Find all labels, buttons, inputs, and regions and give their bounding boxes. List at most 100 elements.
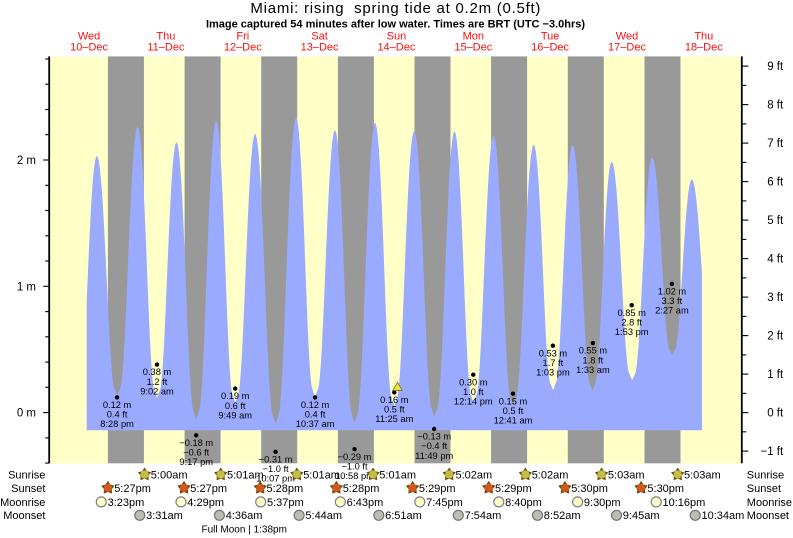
svg-text:4:29pm: 4:29pm [187, 497, 224, 509]
svg-text:5:03am: 5:03am [684, 469, 721, 481]
svg-text:5:01am: 5:01am [303, 469, 340, 481]
svg-text:Miami: rising spring tide at: Miami: rising spring tide at 0.2m (0.5ft… [250, 0, 541, 17]
svg-text:17–Dec: 17–Dec [608, 42, 646, 54]
svg-text:0.5 ft: 0.5 ft [503, 406, 524, 416]
svg-text:9:17 pm: 9:17 pm [179, 457, 213, 467]
svg-text:1 ft: 1 ft [767, 369, 784, 381]
svg-text:18–Dec: 18–Dec [685, 42, 723, 54]
svg-text:Wed: Wed [78, 30, 100, 42]
svg-text:8:40pm: 8:40pm [505, 497, 542, 509]
svg-text:6 ft: 6 ft [767, 177, 784, 189]
svg-text:5:29pm: 5:29pm [419, 483, 456, 495]
svg-text:13–Dec: 13–Dec [301, 42, 339, 54]
svg-text:12:41 am: 12:41 am [494, 416, 533, 426]
svg-text:0.38 m: 0.38 m [143, 367, 172, 377]
svg-text:10:07 pm: 10:07 pm [256, 474, 295, 484]
svg-text:8 ft: 8 ft [767, 100, 784, 112]
svg-text:9:45am: 9:45am [623, 510, 660, 522]
svg-text:Moonset: Moonset [747, 510, 789, 522]
svg-text:5:02am: 5:02am [532, 469, 569, 481]
svg-text:7 ft: 7 ft [767, 138, 784, 150]
svg-text:10:34am: 10:34am [702, 510, 745, 522]
svg-text:12–Dec: 12–Dec [224, 42, 262, 54]
svg-text:−0.13 m: −0.13 m [417, 432, 451, 442]
svg-text:5:37pm: 5:37pm [267, 497, 304, 509]
svg-text:3:31am: 3:31am [146, 510, 183, 522]
svg-text:3.3 ft: 3.3 ft [662, 296, 683, 306]
svg-text:0.4 ft: 0.4 ft [107, 410, 128, 420]
svg-text:5:00am: 5:00am [151, 469, 188, 481]
svg-text:10:58 pm: 10:58 pm [335, 471, 374, 481]
svg-text:Mon: Mon [463, 30, 484, 42]
svg-text:3:23pm: 3:23pm [108, 497, 145, 509]
svg-text:0.85 m: 0.85 m [617, 308, 646, 318]
svg-text:−1.0 ft: −1.0 ft [341, 461, 368, 471]
svg-text:8:52am: 8:52am [544, 510, 581, 522]
svg-text:2 ft: 2 ft [767, 331, 784, 343]
svg-text:9:30pm: 9:30pm [584, 497, 621, 509]
svg-text:5 ft: 5 ft [767, 215, 784, 227]
svg-text:Thu: Thu [156, 30, 175, 42]
svg-text:Sunrise: Sunrise [8, 469, 45, 481]
svg-text:1.7 ft: 1.7 ft [543, 358, 564, 368]
svg-text:5:27pm: 5:27pm [114, 483, 151, 495]
svg-text:−1.0 ft: −1.0 ft [263, 464, 290, 474]
svg-text:−0.4 ft: −0.4 ft [421, 441, 448, 451]
svg-text:5:29pm: 5:29pm [495, 483, 532, 495]
svg-text:1.0 ft: 1.0 ft [463, 387, 484, 397]
svg-text:0.15 m: 0.15 m [499, 396, 528, 406]
svg-text:−0.6 ft: −0.6 ft [183, 448, 210, 458]
svg-text:9:02 am: 9:02 am [140, 386, 174, 396]
svg-text:−1 ft: −1 ft [760, 446, 784, 458]
svg-text:5:03am: 5:03am [608, 469, 645, 481]
svg-text:0.5 ft: 0.5 ft [384, 405, 405, 415]
svg-text:Full Moon | 1:38pm: Full Moon | 1:38pm [201, 525, 286, 536]
svg-text:5:27pm: 5:27pm [190, 483, 227, 495]
svg-text:0.55 m: 0.55 m [579, 346, 608, 356]
svg-text:Wed: Wed [616, 30, 638, 42]
svg-text:10:37 am: 10:37 am [296, 419, 335, 429]
svg-text:0 ft: 0 ft [767, 408, 784, 420]
svg-text:10:16pm: 10:16pm [663, 497, 706, 509]
svg-text:12:14 pm: 12:14 pm [454, 397, 493, 407]
svg-text:Moonset: Moonset [3, 510, 45, 522]
svg-text:0.6 ft: 0.6 ft [225, 401, 246, 411]
svg-text:2 m: 2 m [17, 155, 36, 167]
svg-text:1:33 am: 1:33 am [576, 365, 610, 375]
svg-text:14–Dec: 14–Dec [377, 42, 415, 54]
svg-text:1.02 m: 1.02 m [658, 286, 687, 296]
svg-text:11:49 pm: 11:49 pm [415, 451, 453, 461]
svg-text:15–Dec: 15–Dec [454, 42, 492, 54]
svg-text:0.30 m: 0.30 m [459, 377, 488, 387]
svg-text:−0.18 m: −0.18 m [179, 438, 213, 448]
svg-text:16–Dec: 16–Dec [531, 42, 569, 54]
svg-text:5:01am: 5:01am [379, 469, 416, 481]
svg-text:Fri: Fri [236, 30, 249, 42]
svg-text:0.12 m: 0.12 m [301, 400, 330, 410]
svg-text:10–Dec: 10–Dec [70, 42, 108, 54]
svg-text:5:44am: 5:44am [305, 510, 342, 522]
svg-text:5:28pm: 5:28pm [343, 483, 380, 495]
svg-text:5:02am: 5:02am [456, 469, 493, 481]
svg-text:0.53 m: 0.53 m [539, 348, 568, 358]
svg-text:5:28pm: 5:28pm [267, 483, 304, 495]
svg-text:Sunset: Sunset [11, 483, 45, 495]
svg-text:1:03 pm: 1:03 pm [536, 368, 570, 378]
svg-text:1.2 ft: 1.2 ft [147, 377, 168, 387]
svg-text:Tue: Tue [541, 30, 560, 42]
svg-text:0.12 m: 0.12 m [103, 400, 132, 410]
svg-text:7:45pm: 7:45pm [426, 497, 463, 509]
svg-text:Sunrise: Sunrise [747, 469, 784, 481]
svg-text:6:51am: 6:51am [385, 510, 422, 522]
svg-text:6:43pm: 6:43pm [347, 497, 384, 509]
svg-text:Thu: Thu [694, 30, 713, 42]
svg-text:0 m: 0 m [17, 408, 36, 420]
svg-text:2:27 am: 2:27 am [655, 306, 689, 316]
svg-text:−0.31 m: −0.31 m [259, 454, 293, 464]
svg-text:3 ft: 3 ft [767, 292, 784, 304]
svg-text:11–Dec: 11–Dec [147, 42, 185, 54]
svg-text:4 ft: 4 ft [767, 254, 784, 266]
svg-text:4:36am: 4:36am [226, 510, 263, 522]
svg-text:−0.29 m: −0.29 m [338, 452, 372, 462]
svg-text:Moonrise: Moonrise [747, 497, 792, 509]
